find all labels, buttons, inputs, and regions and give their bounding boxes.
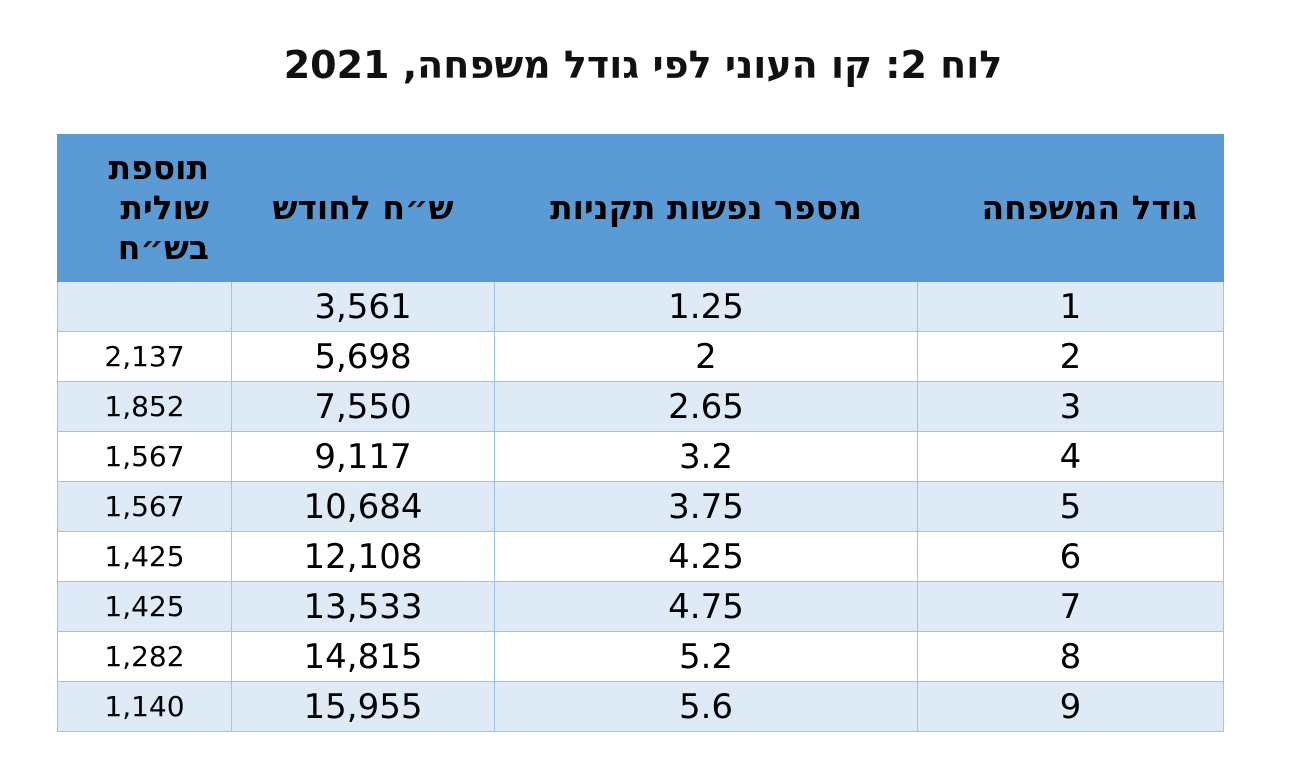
cell-standard-persons: 3.2	[494, 431, 918, 482]
header-standard-persons: מספר נפשות תקניות	[494, 134, 918, 282]
table-title: לוח 2: קו העוני לפי גודל משפחה, 2021	[283, 43, 1003, 87]
table-row: 9 5.6 15,955 1,140	[57, 681, 1224, 732]
cell-marginal-addition: 1,425	[57, 531, 232, 582]
header-marginal-addition: תוספת שולית בש״ח	[57, 134, 232, 282]
cell-nis-per-month: 10,684	[231, 481, 495, 532]
cell-marginal-addition: 2,137	[57, 331, 232, 382]
cell-standard-persons: 5.2	[494, 631, 918, 682]
table-row: 8 5.2 14,815 1,282	[57, 631, 1224, 682]
cell-standard-persons: 4.75	[494, 581, 918, 632]
cell-standard-persons: 2	[494, 331, 918, 382]
cell-standard-persons: 2.65	[494, 381, 918, 432]
cell-marginal-addition: 1,282	[57, 631, 232, 682]
cell-family-size: 4	[917, 431, 1224, 482]
cell-family-size: 1	[917, 281, 1224, 332]
cell-family-size: 3	[917, 381, 1224, 432]
cell-family-size: 8	[917, 631, 1224, 682]
header-family-size: גודל המשפחה	[917, 134, 1224, 282]
cell-marginal-addition: 1,567	[57, 431, 232, 482]
cell-nis-per-month: 14,815	[231, 631, 495, 682]
cell-standard-persons: 1.25	[494, 281, 918, 332]
table-row: 7 4.75 13,533 1,425	[57, 581, 1224, 632]
cell-marginal-addition	[57, 281, 232, 332]
table-row: 6 4.25 12,108 1,425	[57, 531, 1224, 582]
cell-nis-per-month: 12,108	[231, 531, 495, 582]
cell-standard-persons: 4.25	[494, 531, 918, 582]
cell-nis-per-month: 9,117	[231, 431, 495, 482]
table-row: 3 2.65 7,550 1,852	[57, 381, 1224, 432]
cell-marginal-addition: 1,425	[57, 581, 232, 632]
cell-family-size: 5	[917, 481, 1224, 532]
poverty-line-table: גודל המשפחה מספר נפשות תקניות ש״ח לחודש …	[57, 134, 1224, 732]
cell-marginal-addition: 1,567	[57, 481, 232, 532]
table-row: 4 3.2 9,117 1,567	[57, 431, 1224, 482]
table-row: 1 1.25 3,561	[57, 281, 1224, 332]
cell-standard-persons: 5.6	[494, 681, 918, 732]
table-header-row: גודל המשפחה מספר נפשות תקניות ש״ח לחודש …	[57, 134, 1224, 282]
cell-nis-per-month: 3,561	[231, 281, 495, 332]
cell-standard-persons: 3.75	[494, 481, 918, 532]
cell-family-size: 9	[917, 681, 1224, 732]
cell-nis-per-month: 15,955	[231, 681, 495, 732]
cell-nis-per-month: 5,698	[231, 331, 495, 382]
table-body: 1 1.25 3,561 2 2 5,698 2,137 3 2.65 7,550 1,852 4 3.…	[57, 281, 1224, 732]
cell-nis-per-month: 13,533	[231, 581, 495, 632]
cell-family-size: 6	[917, 531, 1224, 582]
table-row: 2 2 5,698 2,137	[57, 331, 1224, 382]
table-row: 5 3.75 10,684 1,567	[57, 481, 1224, 532]
cell-marginal-addition: 1,852	[57, 381, 232, 432]
header-nis-per-month: ש״ח לחודש	[231, 134, 495, 282]
cell-nis-per-month: 7,550	[231, 381, 495, 432]
cell-family-size: 2	[917, 331, 1224, 382]
cell-marginal-addition: 1,140	[57, 681, 232, 732]
cell-family-size: 7	[917, 581, 1224, 632]
